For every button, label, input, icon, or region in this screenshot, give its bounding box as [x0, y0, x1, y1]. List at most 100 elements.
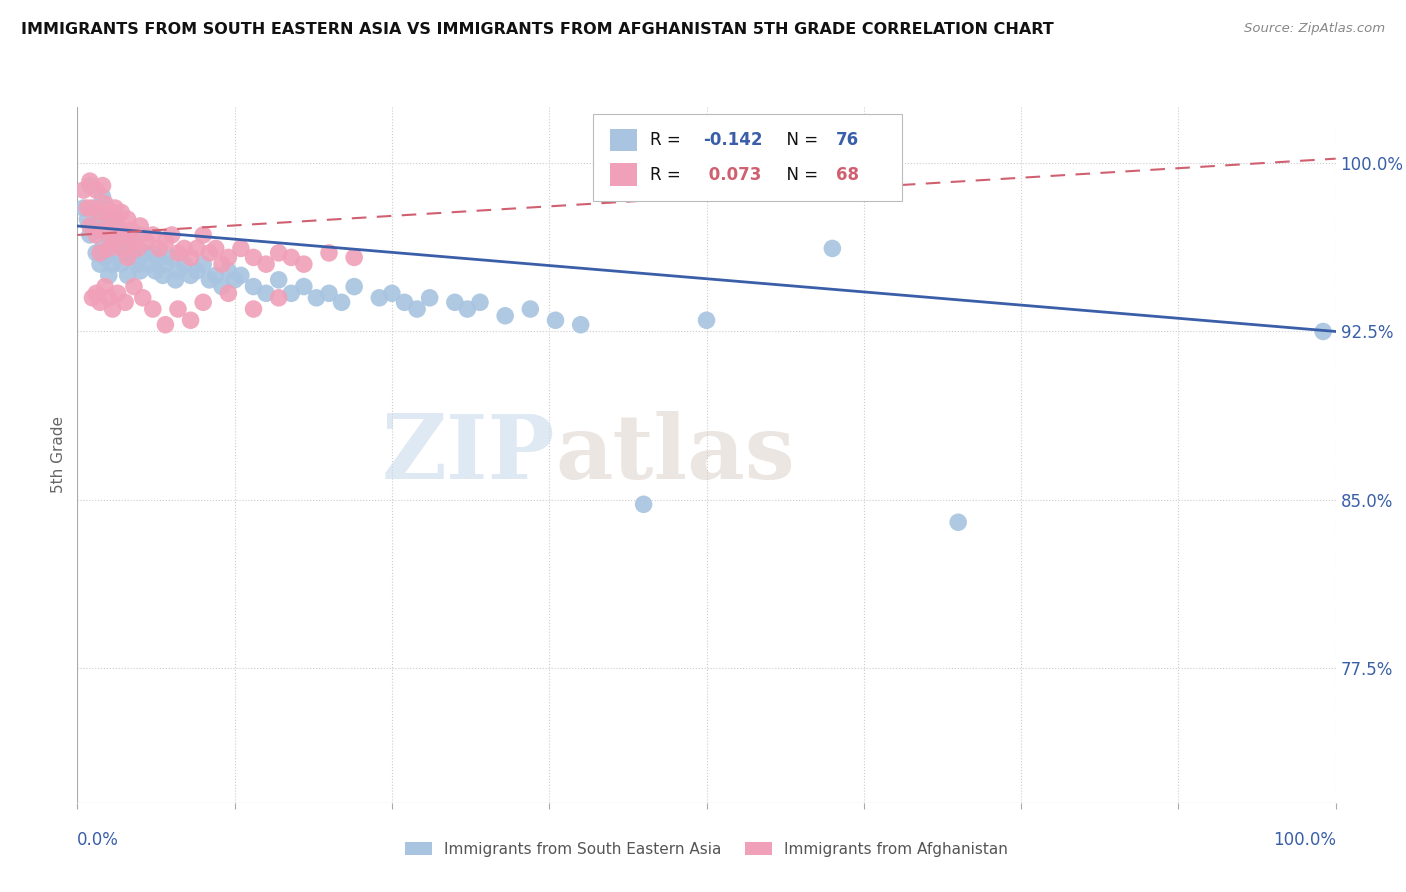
Point [343, 251, 366, 265]
Point [148, 242, 170, 256]
Point [84, 246, 107, 260]
Point [107, 286, 129, 301]
Point [72, 201, 94, 215]
Point [948, 515, 970, 529]
Point [104, 246, 127, 260]
Point [569, 318, 592, 332]
Point [110, 257, 132, 271]
Point [167, 301, 190, 316]
Point [122, 251, 145, 265]
Point [101, 257, 124, 271]
Point [84, 201, 107, 215]
Point [101, 301, 124, 316]
Point [280, 286, 302, 301]
Point [89, 223, 111, 237]
Point [173, 257, 195, 271]
Point [180, 251, 202, 265]
Point [101, 205, 124, 219]
Point [519, 301, 541, 316]
Point [97, 242, 120, 256]
Point [76, 201, 98, 215]
Point [468, 295, 491, 310]
Text: IMMIGRANTS FROM SOUTH EASTERN ASIA VS IMMIGRANTS FROM AFGHANISTAN 5TH GRADE CORR: IMMIGRANTS FROM SOUTH EASTERN ASIA VS IM… [21, 22, 1054, 37]
Point [229, 268, 252, 283]
Point [84, 227, 107, 242]
Point [142, 227, 165, 242]
Point [180, 313, 202, 327]
Point [89, 246, 111, 260]
Point [419, 291, 441, 305]
Point [129, 227, 152, 242]
Point [456, 301, 478, 316]
Text: ZIP: ZIP [382, 411, 555, 499]
Point [135, 235, 157, 249]
Point [94, 212, 117, 227]
Point [127, 242, 149, 256]
Point [101, 219, 124, 233]
Point [368, 291, 391, 305]
Point [82, 291, 104, 305]
Point [343, 279, 366, 293]
Point [318, 246, 340, 260]
Point [280, 251, 302, 265]
Point [267, 273, 290, 287]
Point [494, 309, 516, 323]
Point [104, 201, 127, 215]
Point [139, 257, 162, 271]
Legend: Immigrants from South Eastern Asia, Immigrants from Afghanistan: Immigrants from South Eastern Asia, Immi… [401, 837, 1012, 862]
Point [267, 246, 290, 260]
Point [91, 223, 114, 237]
Point [544, 313, 567, 327]
Point [633, 497, 655, 511]
Point [135, 246, 157, 260]
Point [211, 279, 233, 293]
Point [198, 246, 221, 260]
Point [217, 286, 239, 301]
Point [180, 268, 202, 283]
Text: 0.0%: 0.0% [77, 830, 120, 848]
Point [242, 251, 264, 265]
Point [142, 246, 165, 260]
Point [97, 227, 120, 242]
Point [254, 286, 277, 301]
Point [254, 257, 277, 271]
Point [84, 286, 107, 301]
Point [117, 227, 139, 242]
Point [198, 273, 221, 287]
Point [186, 242, 208, 256]
Text: 100.0%: 100.0% [1272, 830, 1336, 848]
Point [89, 205, 111, 219]
Point [224, 273, 246, 287]
Text: R =: R = [650, 166, 686, 184]
Point [110, 242, 132, 256]
Point [94, 251, 117, 265]
Point [186, 264, 208, 278]
Point [114, 227, 136, 242]
Point [107, 219, 129, 233]
Point [72, 183, 94, 197]
Point [94, 196, 117, 211]
Point [155, 257, 177, 271]
Point [91, 190, 114, 204]
Point [76, 212, 98, 227]
Point [97, 291, 120, 305]
Point [152, 268, 174, 283]
Point [242, 279, 264, 293]
Point [167, 246, 190, 260]
Point [122, 279, 145, 293]
Point [160, 227, 183, 242]
Point [444, 295, 467, 310]
Point [79, 219, 101, 233]
Point [330, 295, 353, 310]
Point [211, 257, 233, 271]
Point [82, 201, 104, 215]
Point [155, 318, 177, 332]
Point [191, 227, 215, 242]
Point [127, 257, 149, 271]
Point [406, 301, 429, 316]
Point [89, 295, 111, 310]
FancyBboxPatch shape [610, 128, 637, 151]
Point [110, 205, 132, 219]
Text: atlas: atlas [555, 411, 796, 499]
Point [129, 219, 152, 233]
